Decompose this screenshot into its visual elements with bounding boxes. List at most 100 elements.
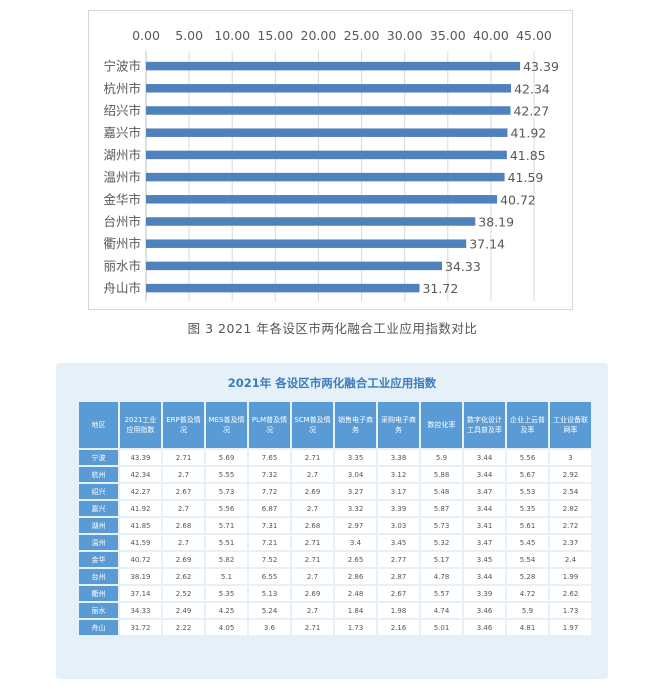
- table-cell: 2.7: [163, 501, 204, 516]
- table-cell: 1.99: [550, 569, 591, 584]
- data-label-3: 41.92: [510, 126, 546, 141]
- table-cell: 3.38: [378, 450, 419, 465]
- column-header: 销售电子商务: [335, 402, 376, 448]
- table-cell: 2.7: [292, 467, 333, 482]
- table-cell: 7.65: [249, 450, 290, 465]
- table-cell: 2.68: [292, 518, 333, 533]
- x-tick-label-3: 15.00: [257, 28, 293, 43]
- table-cell: 3.03: [378, 518, 419, 533]
- table-cell: 2.82: [550, 501, 591, 516]
- table-cell: 5.35: [206, 586, 247, 601]
- table-cell: 2.7: [292, 569, 333, 584]
- table-cell: 41.85: [120, 518, 161, 533]
- table-cell: 41.59: [120, 535, 161, 550]
- table-cell: 37.14: [120, 586, 161, 601]
- table-cell: 4.78: [421, 569, 462, 584]
- table-cell: 2.86: [335, 569, 376, 584]
- table-cell: 4.25: [206, 603, 247, 618]
- x-tick-label-6: 30.00: [387, 28, 423, 43]
- table-cell: 31.72: [120, 620, 161, 635]
- table-cell: 5.88: [421, 467, 462, 482]
- table-cell: 7.21: [249, 535, 290, 550]
- table-cell: 2.49: [163, 603, 204, 618]
- column-header: 数控化率: [421, 402, 462, 448]
- table-cell: 3.44: [464, 501, 505, 516]
- table-cell: 2.72: [550, 518, 591, 533]
- table-cell: 5.48: [421, 484, 462, 499]
- table-cell: 6.87: [249, 501, 290, 516]
- row-region-cell: 宁波: [79, 450, 118, 465]
- table-cell: 5.61: [507, 518, 548, 533]
- table-cell: 1.73: [550, 603, 591, 618]
- category-label-3: 嘉兴市: [103, 125, 141, 140]
- table-cell: 3: [550, 450, 591, 465]
- table-cell: 3.35: [335, 450, 376, 465]
- column-header: MES普及情况: [206, 402, 247, 448]
- bar-9: [146, 261, 443, 271]
- table-row: 宁波 43.39 2.71 5.69 7.65 2.71 3.35 3.38 5.9 3.44 5.…: [79, 450, 591, 465]
- bar-6: [146, 195, 498, 204]
- table-cell: 2.69: [163, 552, 204, 567]
- table-cell: 5.57: [421, 586, 462, 601]
- bar-8: [146, 239, 467, 248]
- table-cell: 2.54: [550, 484, 591, 499]
- x-tick-label-2: 10.00: [214, 28, 250, 43]
- row-region-cell: 舟山: [79, 620, 118, 635]
- table-cell: 5.71: [206, 518, 247, 533]
- table-cell: 5.17: [421, 552, 462, 567]
- row-region-cell: 金华: [79, 552, 118, 567]
- table-cell: 5.69: [206, 450, 247, 465]
- column-header: PLM普及情况: [249, 402, 290, 448]
- data-label-8: 37.14: [469, 237, 505, 252]
- category-label-4: 湖州市: [103, 147, 141, 162]
- row-region-cell: 杭州: [79, 467, 118, 482]
- table-row: 丽水 34.33 2.49 4.25 5.24 2.7 1.84 1.98 4.74 3.46 5.…: [79, 603, 591, 618]
- table-cell: 3.45: [464, 552, 505, 567]
- index-table-panel: 2021年 各设区市两化融合工业应用指数 地区 2021工业应用指数 ERP普及情况…: [56, 363, 608, 679]
- table-cell: 3.45: [378, 535, 419, 550]
- table-row: 杭州 42.34 2.7 5.55 7.32 2.7 3.04 3.12 5.88 3.44 5.6…: [79, 467, 591, 482]
- column-header: SCM普及情况: [292, 402, 333, 448]
- table-cell: 3.44: [464, 569, 505, 584]
- category-label-9: 丽水市: [103, 258, 141, 273]
- table-cell: 4.81: [507, 620, 548, 635]
- bar-7: [146, 217, 476, 226]
- row-region-cell: 衢州: [79, 586, 118, 601]
- table-cell: 5.51: [206, 535, 247, 550]
- table-cell: 2.69: [292, 586, 333, 601]
- index-table: 地区 2021工业应用指数 ERP普及情况 MES普及情况 PLM普及情况 SCM普及情况…: [77, 400, 593, 637]
- table-cell: 2.97: [335, 518, 376, 533]
- table-cell: 3.12: [378, 467, 419, 482]
- table-cell: 2.52: [163, 586, 204, 601]
- table-row: 嘉兴 41.92 2.7 5.56 6.87 2.7 3.32 3.39 5.87 3.44 5.3…: [79, 501, 591, 516]
- table-cell: 2.7: [163, 467, 204, 482]
- x-tick-label-8: 40.00: [473, 28, 509, 43]
- table-cell: 2.4: [550, 552, 591, 567]
- table-row: 舟山 31.72 2.22 4.05 3.6 2.71 1.73 2.16 5.01 3.46 4.…: [79, 620, 591, 635]
- table-cell: 5.56: [507, 450, 548, 465]
- table-cell: 6.55: [249, 569, 290, 584]
- table-cell: 2.71: [292, 552, 333, 567]
- column-header: 工业设备联网率: [550, 402, 591, 448]
- x-tick-label-0: 0.00: [132, 28, 160, 43]
- table-row: 金华 40.72 2.69 5.82 7.52 2.71 2.65 2.77 5.17 3.45 5…: [79, 552, 591, 567]
- table-cell: 2.65: [335, 552, 376, 567]
- table-cell: 2.71: [292, 535, 333, 550]
- table-cell: 3.47: [464, 535, 505, 550]
- table-cell: 7.52: [249, 552, 290, 567]
- table-cell: 2.7: [292, 501, 333, 516]
- table-cell: 7.31: [249, 518, 290, 533]
- table-cell: 5.54: [507, 552, 548, 567]
- table-cell: 2.69: [292, 484, 333, 499]
- table-cell: 2.7: [292, 603, 333, 618]
- column-header: 地区: [79, 402, 118, 448]
- category-label-0: 宁波市: [103, 59, 141, 74]
- table-cell: 5.24: [249, 603, 290, 618]
- category-label-7: 台州市: [103, 214, 141, 229]
- table-cell: 2.68: [163, 518, 204, 533]
- category-label-10: 舟山市: [103, 281, 141, 296]
- table-cell: 5.13: [249, 586, 290, 601]
- table-title: 2021年 各设区市两化融合工业应用指数: [227, 376, 437, 390]
- bar-3: [146, 128, 508, 137]
- table-cell: 2.62: [550, 586, 591, 601]
